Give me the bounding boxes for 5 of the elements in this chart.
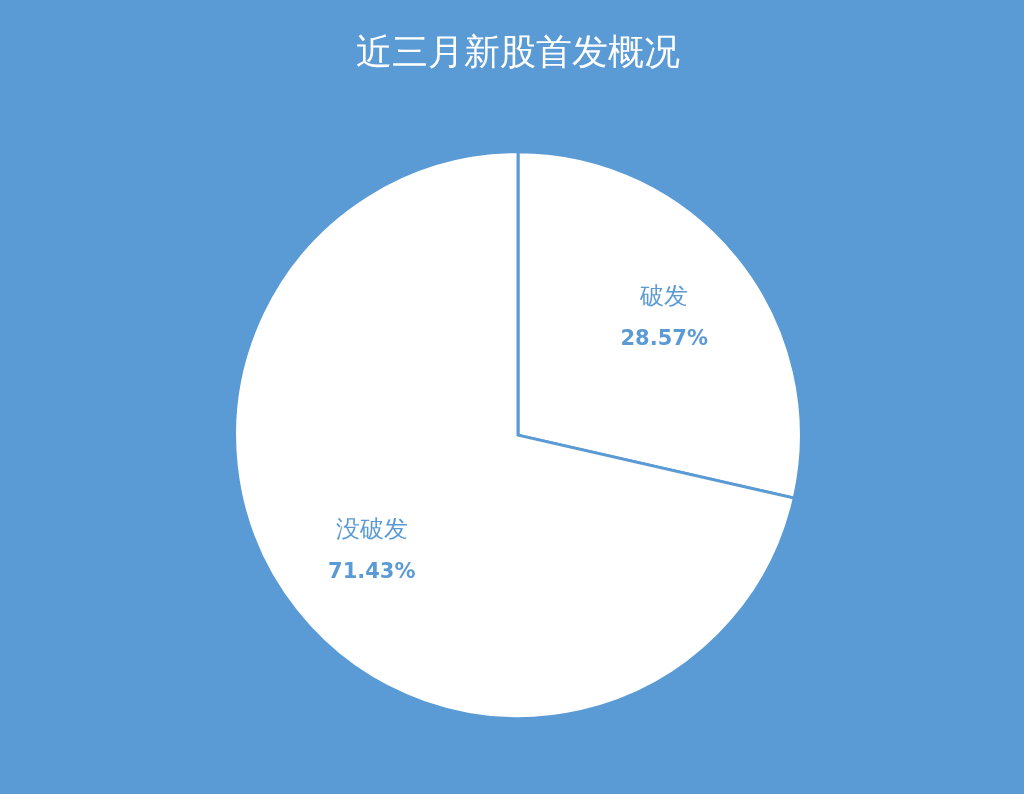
slice-label: 没破发	[335, 514, 408, 543]
chart-title: 近三月新股首发概况	[356, 30, 680, 72]
data-label: 28.57%	[620, 325, 708, 350]
data-label: 71.43%	[328, 559, 416, 584]
slice-label: 破发	[639, 281, 689, 310]
